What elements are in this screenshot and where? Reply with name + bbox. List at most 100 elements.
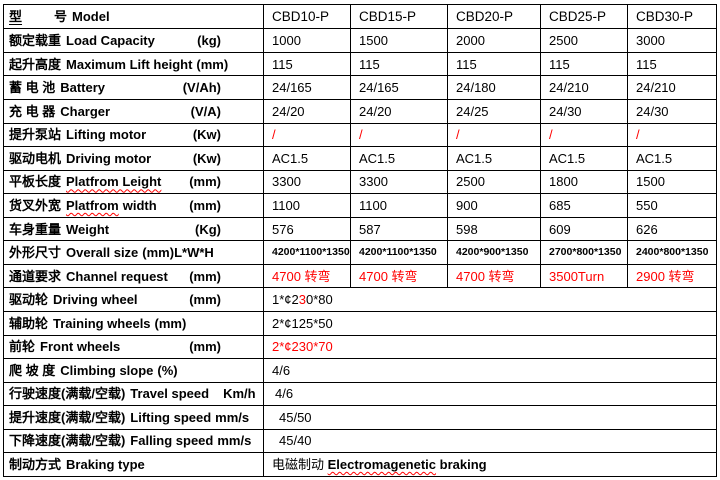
spec-value: 626 <box>627 216 717 242</box>
label-en: Maximum Lift height <box>66 56 193 72</box>
label-unit: (V/Ah) <box>182 80 221 96</box>
label-unit: Km/h <box>223 386 256 402</box>
label-unit: (mm) <box>189 339 221 355</box>
spec-value: 1500 <box>350 28 448 53</box>
spec-value: 550 <box>627 193 717 218</box>
label-unit: (mm) <box>189 268 221 284</box>
label-unit: (Kw) <box>192 150 221 166</box>
label-en: Load Capacity <box>66 33 155 49</box>
spec-value: 2700*800*1350 <box>540 240 628 265</box>
spec-value: 24/25 <box>447 99 541 124</box>
spec-value: 609 <box>540 216 628 242</box>
spec-value: 24/165 <box>263 75 351 101</box>
table-row-overall-size: 外形尺寸 Overall size (mm)L*W*H 4200*1100*13… <box>3 240 717 265</box>
model-name: CBD10-P <box>263 3 351 30</box>
table-row-climbing-slope: 爬 坡 度 Climbing slope (%) 4/6 <box>3 358 717 383</box>
label-zh: 通道要求 <box>9 268 62 284</box>
value-zh: 电磁制动 <box>272 457 325 473</box>
spec-value-span: 4/6 <box>263 358 717 383</box>
label-en: Overall size <box>66 245 139 261</box>
table-row-falling-speed: 下降速度(满载/空载) Falling speed mm/s 45/40 <box>3 428 717 454</box>
label-unit: (mm) <box>154 315 187 331</box>
spec-value: 1100 <box>263 193 351 218</box>
table-row-lifting-motor: 提升泵站 Lifting motor (Kw) / / / / / <box>3 122 717 148</box>
row-label: 通道要求 Channel request (mm) <box>3 263 264 289</box>
spec-value: / <box>350 122 448 148</box>
label-unit: (kg) <box>197 33 221 49</box>
spec-value: 24/30 <box>540 99 628 124</box>
label-unit: mm/s <box>215 409 250 425</box>
label-zh: 提升速度(满载/空载) <box>9 409 126 425</box>
table-row-load-capacity: 额定载重 Load Capacity (kg) 1000 1500 2000 2… <box>3 28 717 53</box>
spec-value: 2900 转弯 <box>627 263 717 289</box>
model-name: CBD15-P <box>350 3 448 30</box>
spec-value: 4200*1100*1350 <box>350 240 448 265</box>
spec-value: AC1.5 <box>627 146 717 171</box>
label-zh: 平板长度 <box>9 174 62 190</box>
table-row-lift-height: 起升高度 Maximum Lift height (mm) 115 115 11… <box>3 51 717 77</box>
spec-value: 115 <box>627 51 717 77</box>
label-unit: (V/A) <box>190 103 221 119</box>
label-en: Model <box>72 9 110 25</box>
label-zh: 制动方式 <box>9 457 62 473</box>
spec-value: 900 <box>447 193 541 218</box>
table-row-driving-motor: 驱动电机 Driving motor (Kw) AC1.5 AC1.5 AC1.… <box>3 146 717 171</box>
spec-value: 4200*900*1350 <box>447 240 541 265</box>
spec-value: / <box>540 122 628 148</box>
spec-value: 4700 转弯 <box>447 263 541 289</box>
label-zh: 号 <box>54 9 68 25</box>
label-zh: 起升高度 <box>9 56 62 72</box>
label-unit: (mm) <box>189 292 221 308</box>
row-label: 车身重量 Weight (Kg) <box>3 216 264 242</box>
row-label: 行驶速度(满载/空载) Travel speed Km/h <box>3 381 264 407</box>
label-en-misspelled: Platfrom <box>66 197 119 213</box>
label-zh: 充 电 器 <box>9 103 56 119</box>
label-en: Weight <box>66 221 110 237</box>
spec-value: / <box>627 122 717 148</box>
model-name: CBD30-P <box>627 3 717 30</box>
spec-value: 685 <box>540 193 628 218</box>
label-unit: (Kg) <box>195 221 221 237</box>
spec-value-span: 45/40 <box>263 428 717 454</box>
spec-value: / <box>447 122 541 148</box>
label-zh: 爬 坡 度 <box>9 362 56 378</box>
label-en: Channel request <box>66 268 168 284</box>
table-row-travel-speed: 行驶速度(满载/空载) Travel speed Km/h 4/6 <box>3 381 717 407</box>
model-name: CBD20-P <box>447 3 541 30</box>
spec-value: 1100 <box>350 193 448 218</box>
label-en: Climbing slope <box>60 362 154 378</box>
label-en: Battery <box>60 80 106 96</box>
label-en-misspelled: Platfrom Leight <box>66 174 162 190</box>
spec-value: 1800 <box>540 169 628 195</box>
label-unit: (mm) <box>196 56 229 72</box>
label-en: Lifting motor <box>66 127 147 143</box>
spec-value: 1500 <box>627 169 717 195</box>
table-row-channel-request: 通道要求 Channel request (mm) 4700 转弯 4700 转… <box>3 263 717 289</box>
spec-value: 3300 <box>350 169 448 195</box>
label-en: width <box>122 197 157 213</box>
value-part-red: 3 <box>298 292 306 308</box>
spec-value: 24/210 <box>540 75 628 101</box>
spec-value: 3300 <box>263 169 351 195</box>
row-label: 驱动电机 Driving motor (Kw) <box>3 146 264 171</box>
value-en-misspelled: Electromagenetic <box>327 457 437 473</box>
row-label: 蓄 电 池 Battery (V/Ah) <box>3 75 264 101</box>
spec-value: 4200*1100*1350 <box>263 240 351 265</box>
table-row-braking-type: 制动方式 Braking type 电磁制动 Electromagenetic … <box>3 452 717 477</box>
spec-value: 24/30 <box>627 99 717 124</box>
model-name: CBD25-P <box>540 3 628 30</box>
row-label: 驱动轮 Driving wheel (mm) <box>3 287 264 312</box>
row-label: 平板长度 Platfrom Leight (mm) <box>3 169 264 195</box>
spec-value: 2500 <box>447 169 541 195</box>
spec-value-span: 电磁制动 Electromagenetic braking <box>263 452 717 477</box>
label-zh: 外形尺寸 <box>9 245 62 261</box>
spec-value-span: 4/6 <box>263 381 717 407</box>
spec-value: 2000 <box>447 28 541 53</box>
spec-value: 115 <box>540 51 628 77</box>
label-en: Driving wheel <box>53 292 138 308</box>
label-en: Braking type <box>66 457 145 473</box>
table-row-lifting-speed: 提升速度(满载/空载) Lifting speed mm/s 45/50 <box>3 405 717 430</box>
spec-value: 24/20 <box>263 99 351 124</box>
table-row-driving-wheel: 驱动轮 Driving wheel (mm) 1*¢230*80 <box>3 287 717 312</box>
label-zh: 辅助轮 <box>9 315 49 331</box>
